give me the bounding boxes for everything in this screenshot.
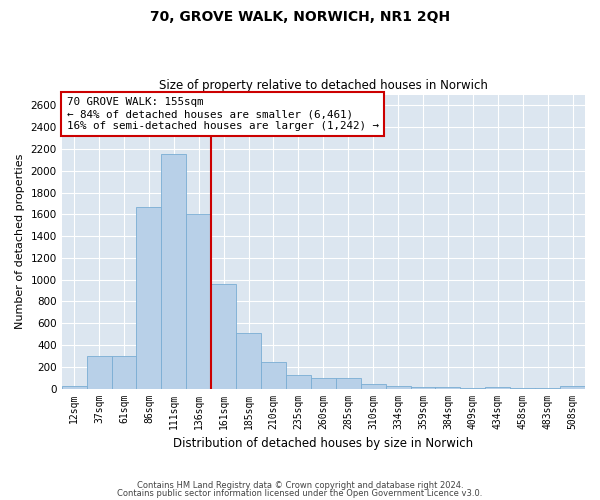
Bar — [261, 362, 286, 388]
Bar — [62, 386, 86, 388]
Text: 70 GROVE WALK: 155sqm
← 84% of detached houses are smaller (6,461)
16% of semi-d: 70 GROVE WALK: 155sqm ← 84% of detached … — [67, 98, 379, 130]
Bar — [286, 376, 311, 388]
Bar — [560, 386, 585, 388]
Bar — [112, 356, 136, 388]
Bar — [485, 387, 510, 388]
Bar — [161, 154, 186, 388]
Bar — [136, 206, 161, 388]
Text: Contains HM Land Registry data © Crown copyright and database right 2024.: Contains HM Land Registry data © Crown c… — [137, 481, 463, 490]
Text: Contains public sector information licensed under the Open Government Licence v3: Contains public sector information licen… — [118, 488, 482, 498]
Title: Size of property relative to detached houses in Norwich: Size of property relative to detached ho… — [159, 79, 488, 92]
Y-axis label: Number of detached properties: Number of detached properties — [15, 154, 25, 329]
Bar — [410, 387, 436, 388]
Bar — [211, 284, 236, 389]
X-axis label: Distribution of detached houses by size in Norwich: Distribution of detached houses by size … — [173, 437, 473, 450]
Bar — [311, 378, 336, 388]
Bar — [361, 384, 386, 388]
Bar — [336, 378, 361, 388]
Bar — [386, 386, 410, 388]
Bar — [236, 333, 261, 388]
Text: 70, GROVE WALK, NORWICH, NR1 2QH: 70, GROVE WALK, NORWICH, NR1 2QH — [150, 10, 450, 24]
Bar — [86, 356, 112, 388]
Bar — [186, 214, 211, 388]
